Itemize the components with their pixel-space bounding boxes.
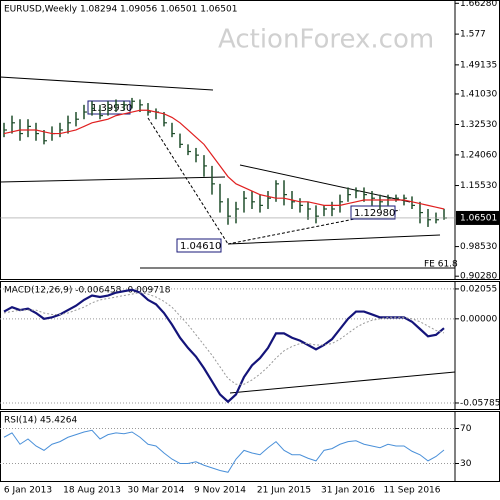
y-tick-label: 70 <box>460 424 472 434</box>
y-tick-label: 1.32530 <box>460 120 497 130</box>
panel-frame <box>0 281 500 410</box>
y-tick-label: 0.00000 <box>460 314 497 324</box>
y-tick-label: 0.02055 <box>460 284 497 294</box>
x-tick-label: 30 Mar 2014 <box>127 486 184 496</box>
last-price-label: 1.06501 <box>460 213 497 223</box>
y-tick-label: -0.057859 <box>460 398 500 408</box>
last-price-box <box>456 210 500 225</box>
y-tick-label: 0.98530 <box>460 242 497 252</box>
y-tick-label: 1.24060 <box>460 150 497 160</box>
line <box>3 288 445 404</box>
x-tick-label: 6 Jan 2013 <box>4 486 52 496</box>
panel-title: EURUSD,Weekly 1.08294 1.09056 1.06501 1.… <box>4 5 237 15</box>
y-tick-label: 0.90280 <box>460 272 497 282</box>
watermark: ActionForex.com <box>218 25 434 55</box>
annotation: 1.39930 <box>91 103 132 114</box>
x-tick-label: 31 Jan 2016 <box>321 486 375 496</box>
x-tick-label: 18 Aug 2013 <box>63 486 121 496</box>
y-tick-label: 1.15530 <box>460 181 497 191</box>
y-tick-label: 1.41030 <box>460 89 497 99</box>
annotation: FE 61.8 <box>424 260 458 270</box>
x-tick-label: 11 Sep 2016 <box>383 486 440 496</box>
x-tick-label: 21 Jun 2015 <box>257 486 311 496</box>
panel-title: MACD(12,26,9) -0.006458 -0.009718 <box>4 286 171 296</box>
annotation: 1.12980 <box>354 208 395 219</box>
line <box>3 109 445 210</box>
annotation: 1.04610 <box>180 241 221 252</box>
annotation-box <box>87 100 131 115</box>
y-tick-label: 1.577 <box>460 30 486 40</box>
y-tick-label: 1.66280 <box>460 0 497 9</box>
y-tick-label: 30 <box>460 459 472 469</box>
line <box>3 292 445 385</box>
line <box>3 429 445 473</box>
panel-title: RSI(14) 45.4264 <box>4 416 77 426</box>
y-tick-label: 1.49135 <box>460 60 497 70</box>
annotation-box <box>350 205 396 220</box>
annotation-box <box>176 238 222 253</box>
x-tick-label: 9 Nov 2014 <box>194 486 246 496</box>
